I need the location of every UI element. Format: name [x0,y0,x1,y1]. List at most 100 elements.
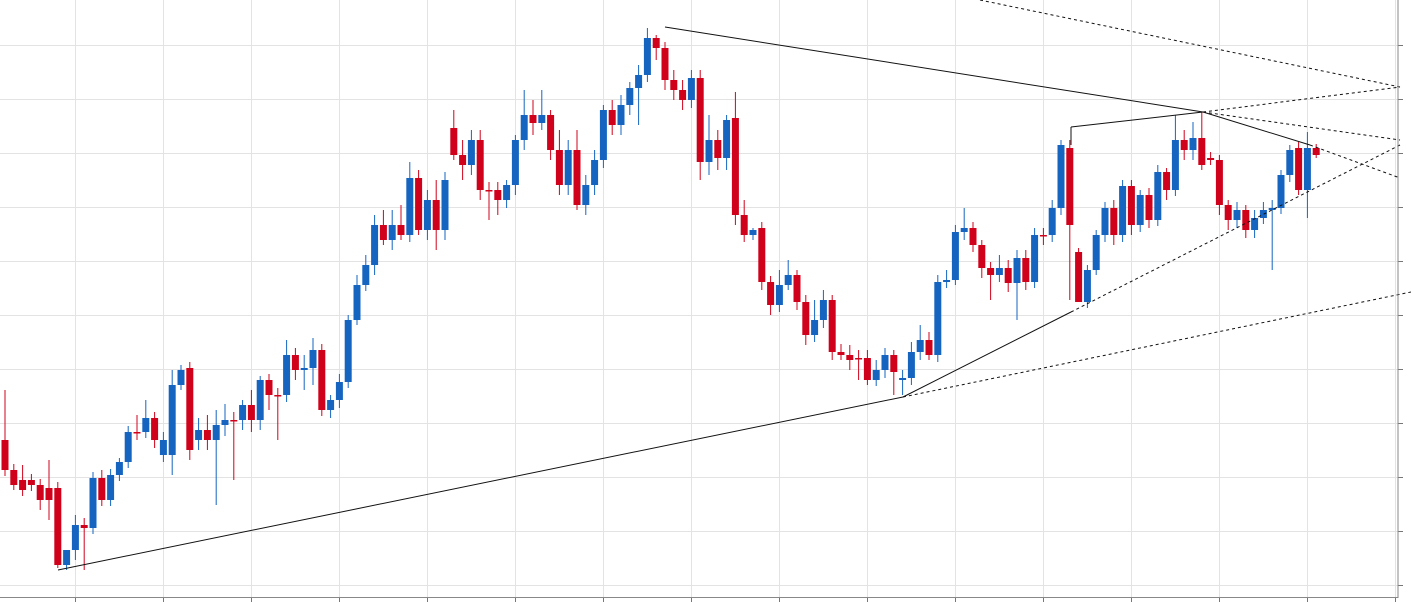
trend-line [1070,144,1401,313]
candle-body [247,405,255,420]
candle-body [151,418,159,440]
candle-body [388,225,396,240]
candle-body [10,470,18,485]
candle-body [731,118,739,215]
candle-body [274,395,282,397]
candle-body [1303,148,1311,190]
candle-body [934,282,942,355]
candle-body [995,268,1003,275]
candle-body [344,320,352,382]
candle-body [177,370,185,385]
candle-body [212,425,220,440]
candle-body [159,440,167,455]
candle-body [951,232,959,280]
candle-body [291,355,299,370]
candle-body [564,150,572,185]
candle-body [27,480,35,485]
candle-body [441,180,449,230]
candle-body [1268,208,1276,210]
candle-body [1083,270,1091,302]
candle-body [1057,145,1065,208]
trend-line [902,311,1072,398]
candle-body [256,380,264,420]
trend-line [57,396,904,571]
candle-body [1048,208,1056,235]
candle-body [1242,210,1250,230]
candle-body [626,88,634,105]
candle-body [142,418,150,432]
candle-body [1110,208,1118,235]
candle-body [547,115,555,150]
trend-line [1070,111,1204,128]
candle-body [353,285,361,320]
candle-body [872,370,880,380]
candle-body [1066,148,1074,225]
candle-body [450,128,458,155]
candle-body [784,275,792,285]
candle-body [943,280,951,282]
candle-body [115,462,123,475]
candle-body [133,432,141,434]
candle-body [1163,172,1171,190]
candle-body [379,225,387,240]
candle-body [459,155,467,165]
candles [1,28,1320,570]
candle-body [36,485,44,500]
candle-body [767,282,775,305]
candle-body [1101,208,1109,235]
candle-body [107,475,115,500]
candle-body [335,382,343,400]
trend-line [664,26,1204,113]
candle-body [679,90,687,100]
candle-body [283,355,291,395]
candle-body [802,302,810,335]
candle-body [371,225,379,265]
candle-body [978,245,986,268]
candle-body [916,340,924,352]
candle-body [555,150,563,185]
candle-body [582,185,590,205]
candle-body [1215,160,1223,205]
candle-body [520,115,528,140]
candle-body [714,140,722,158]
candle-body [1233,210,1241,220]
candle-body [494,190,502,200]
candle-body [1022,258,1030,282]
trend-line [1202,111,1401,141]
trend-line [1202,111,1311,146]
candle-body [423,200,431,230]
candle-body [696,78,704,162]
candle-body [705,140,713,162]
candle-body [1119,186,1127,235]
candle-body [819,300,827,320]
candle-body [362,265,370,285]
trend-lines [57,0,1411,571]
candle-body [230,420,238,422]
candle-body [54,488,62,565]
candle-body [186,368,194,450]
candle-body [1189,138,1197,150]
candle-body [591,160,599,185]
candle-body [195,430,203,440]
candle-body [1039,235,1047,237]
candle-body [1092,235,1100,270]
candle-body [740,215,748,235]
candle-body [63,550,71,565]
candle-body [89,478,97,528]
candle-body [485,190,493,192]
candle-body [1286,150,1294,175]
candle-body [538,115,546,123]
candle-body [397,225,405,235]
candle-body [1,440,9,470]
candle-body [1136,195,1144,225]
candle-body [643,38,651,75]
candle-body [652,38,660,48]
candle-body [529,115,537,123]
candle-body [432,200,440,230]
candle-body [670,80,678,90]
candle-body [1171,140,1179,190]
candle-body [98,478,106,500]
candle-body [960,228,968,232]
